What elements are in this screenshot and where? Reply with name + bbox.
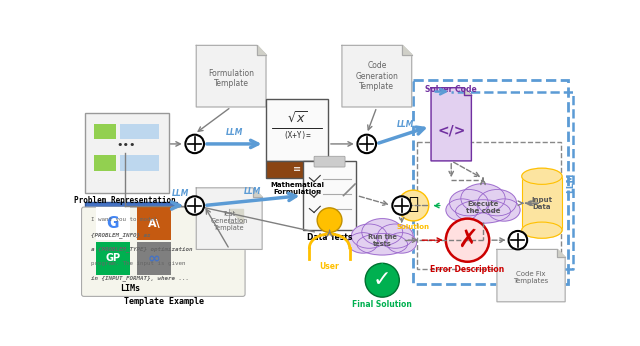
Ellipse shape xyxy=(387,233,417,253)
FancyBboxPatch shape xyxy=(94,155,116,171)
Text: Error Description: Error Description xyxy=(430,265,504,274)
Polygon shape xyxy=(196,188,262,249)
Ellipse shape xyxy=(348,233,378,253)
Ellipse shape xyxy=(456,200,511,223)
Polygon shape xyxy=(431,88,472,161)
Polygon shape xyxy=(196,45,266,107)
Text: Code Fix
Templates: Code Fix Templates xyxy=(513,271,548,284)
Text: I want you to model: I want you to model xyxy=(91,217,157,222)
Circle shape xyxy=(397,190,429,221)
FancyBboxPatch shape xyxy=(95,242,131,275)
Text: LIMs: LIMs xyxy=(120,284,140,293)
Polygon shape xyxy=(253,188,262,197)
Ellipse shape xyxy=(449,190,488,216)
Circle shape xyxy=(446,219,489,262)
FancyBboxPatch shape xyxy=(95,207,131,240)
Ellipse shape xyxy=(478,190,516,216)
Circle shape xyxy=(358,135,376,153)
FancyBboxPatch shape xyxy=(84,113,169,193)
Text: Solver Code: Solver Code xyxy=(426,85,477,94)
Text: Data Tests: Data Tests xyxy=(307,233,352,242)
Text: Execute
the code: Execute the code xyxy=(466,201,500,213)
Text: ✓: ✓ xyxy=(373,270,392,290)
Circle shape xyxy=(392,196,411,215)
FancyBboxPatch shape xyxy=(136,207,172,240)
Polygon shape xyxy=(342,45,412,107)
Text: •••: ••• xyxy=(116,140,136,150)
FancyBboxPatch shape xyxy=(266,99,328,161)
Circle shape xyxy=(509,231,527,249)
Text: Formulation
Template: Formulation Template xyxy=(208,69,254,88)
Text: LLM: LLM xyxy=(244,186,262,195)
Ellipse shape xyxy=(378,224,413,248)
Text: Run the
tests: Run the tests xyxy=(368,234,397,247)
Ellipse shape xyxy=(522,222,562,238)
FancyBboxPatch shape xyxy=(303,161,356,230)
Ellipse shape xyxy=(362,219,403,246)
Ellipse shape xyxy=(488,199,520,221)
Ellipse shape xyxy=(351,224,387,248)
FancyBboxPatch shape xyxy=(522,176,562,230)
Ellipse shape xyxy=(461,184,505,213)
Polygon shape xyxy=(557,249,565,257)
Circle shape xyxy=(365,263,399,297)
Text: LLM: LLM xyxy=(397,120,414,129)
Text: Problem Representation: Problem Representation xyxy=(74,195,176,204)
FancyBboxPatch shape xyxy=(266,161,328,178)
Ellipse shape xyxy=(522,168,562,184)
Text: A\: A\ xyxy=(148,219,161,229)
FancyBboxPatch shape xyxy=(120,155,159,171)
FancyBboxPatch shape xyxy=(136,242,172,275)
Text: Template Example: Template Example xyxy=(124,297,204,306)
Text: </>: </> xyxy=(437,123,465,137)
Text: ≡: ≡ xyxy=(293,164,301,174)
Circle shape xyxy=(186,196,204,215)
Polygon shape xyxy=(464,88,472,95)
FancyBboxPatch shape xyxy=(314,156,345,167)
Text: Input
Data: Input Data xyxy=(531,197,552,210)
Text: $\sqrt{x}$: $\sqrt{x}$ xyxy=(287,111,307,126)
Text: Code
Generation
Template: Code Generation Template xyxy=(355,61,398,91)
Text: LLM: LLM xyxy=(227,128,244,137)
Ellipse shape xyxy=(357,234,408,255)
Text: in {INPUT_FORMAT}, where ...: in {INPUT_FORMAT}, where ... xyxy=(91,276,189,282)
FancyBboxPatch shape xyxy=(120,124,159,139)
FancyBboxPatch shape xyxy=(84,202,177,282)
Circle shape xyxy=(186,135,204,153)
Circle shape xyxy=(317,208,342,233)
FancyBboxPatch shape xyxy=(94,124,116,139)
FancyBboxPatch shape xyxy=(81,207,245,297)
Polygon shape xyxy=(257,45,266,55)
Text: Mathematical
Formulation: Mathematical Formulation xyxy=(270,182,324,195)
Polygon shape xyxy=(497,249,565,302)
Text: GP: GP xyxy=(106,253,120,263)
Text: User: User xyxy=(319,262,339,271)
Text: Final Solution: Final Solution xyxy=(352,300,412,309)
Polygon shape xyxy=(229,209,243,223)
Text: a {PROBLEM_TYPE} optimization: a {PROBLEM_TYPE} optimization xyxy=(91,246,193,252)
Text: 💡: 💡 xyxy=(408,195,419,213)
Text: ✗: ✗ xyxy=(457,228,478,252)
Text: (X+Y)=: (X+Y)= xyxy=(283,131,311,140)
Text: Test
Generation
Template: Test Generation Template xyxy=(211,211,248,231)
Text: Solution: Solution xyxy=(397,224,429,230)
Polygon shape xyxy=(403,45,412,55)
Text: program. The input is given: program. The input is given xyxy=(91,261,186,266)
Text: ∞: ∞ xyxy=(148,251,161,266)
Ellipse shape xyxy=(446,199,478,221)
Text: {PROBLEM_INFO} as: {PROBLEM_INFO} as xyxy=(91,232,150,238)
Text: LLM: LLM xyxy=(566,172,575,193)
Text: G: G xyxy=(107,216,119,231)
Text: LLM: LLM xyxy=(172,189,189,198)
